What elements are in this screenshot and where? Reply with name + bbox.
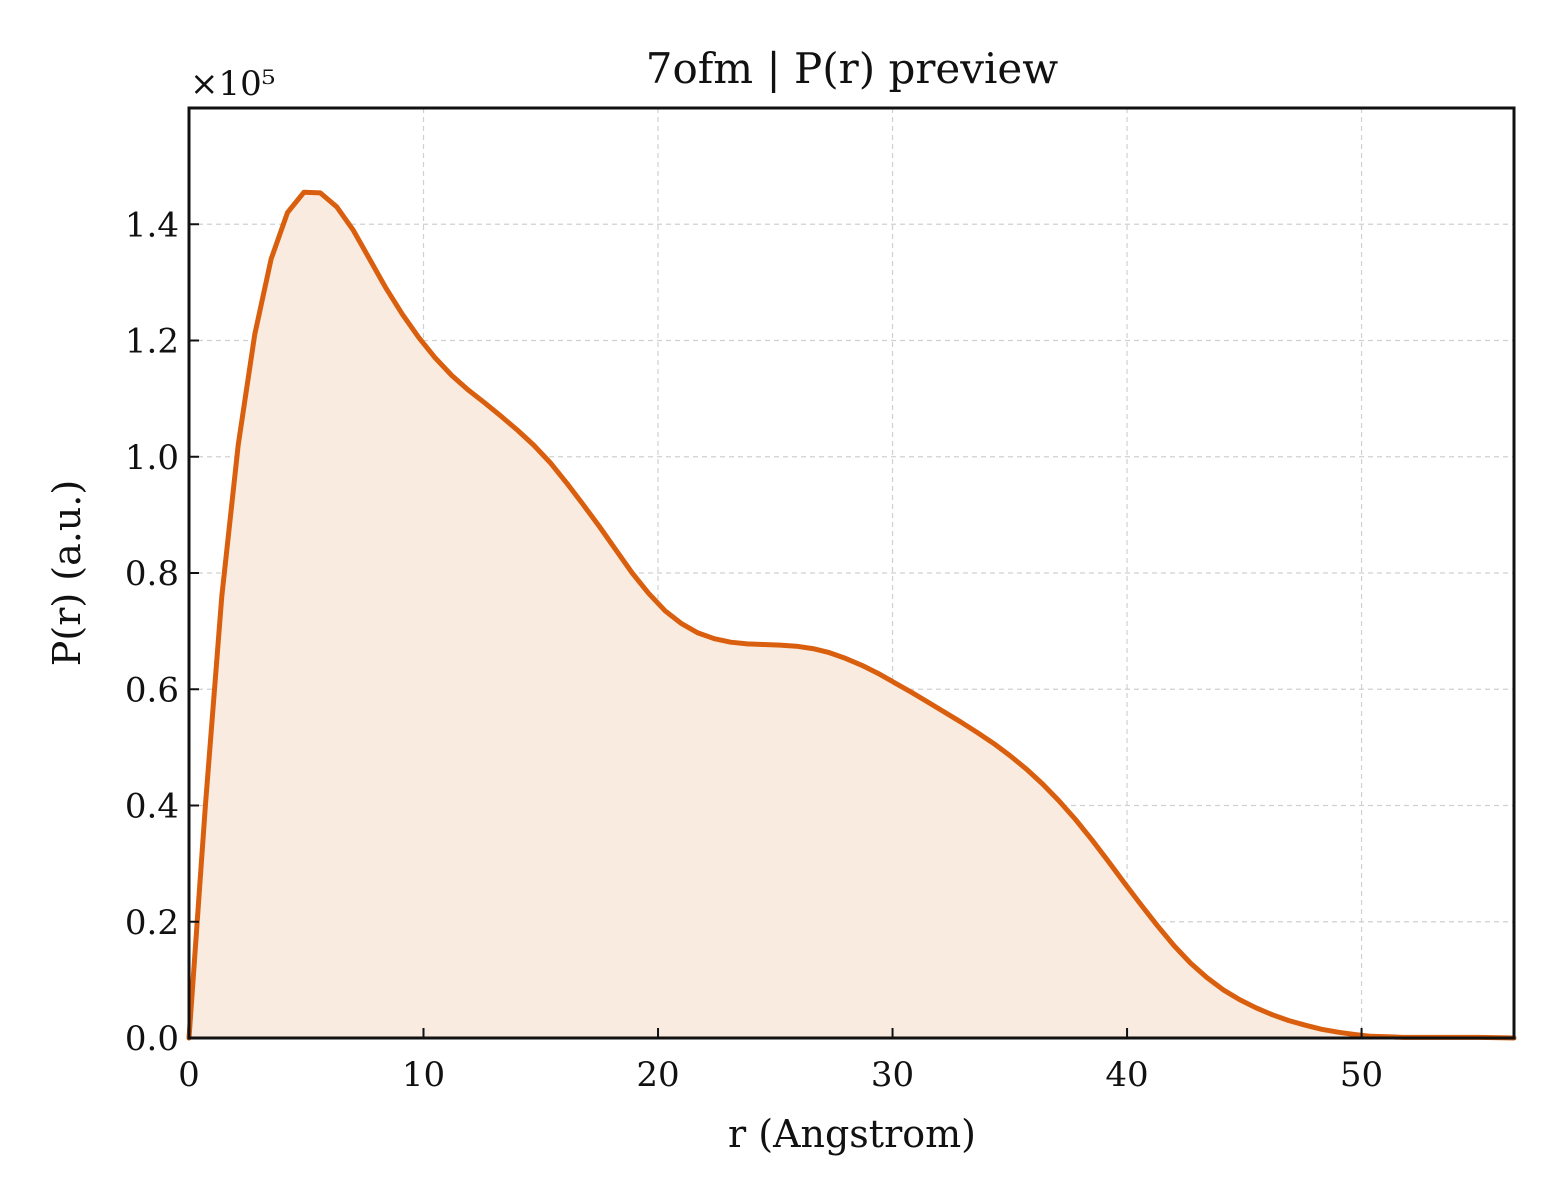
y-tick-label: 1.4: [125, 205, 179, 245]
x-axis-title: r (Angstrom): [728, 1112, 976, 1156]
y-tick-label: 0.2: [125, 903, 179, 943]
y-axis-title: P(r) (a.u.): [45, 480, 89, 666]
plot-frame: [187, 106, 1516, 1040]
x-tick-label: 40: [1105, 1055, 1148, 1095]
y-tick-label: 0.0: [125, 1019, 179, 1059]
y-scale-exponent-label: ×10⁵: [190, 64, 275, 104]
axis-ticks: 0 10 20 30 40 50 0.0 0.2 0.4 0.6 0.8 1.0 1.2 1.4: [125, 205, 1383, 1095]
y-tick-label: 1.0: [125, 438, 179, 478]
x-tick-label: 0: [178, 1055, 200, 1095]
y-tick-label: 0.8: [125, 554, 179, 594]
pr-area-fill: [189, 192, 1514, 1039]
pr-series-line: [186, 189, 1517, 1041]
x-tick-label: 30: [871, 1055, 914, 1095]
x-tick-label: 50: [1340, 1055, 1383, 1095]
y-tick-label: 0.4: [125, 787, 179, 827]
chart-title: 7ofm | P(r) preview: [646, 44, 1059, 93]
x-tick-label: 10: [402, 1055, 445, 1095]
y-tick-label: 0.6: [125, 670, 179, 710]
y-tick-label: 1.2: [125, 322, 179, 362]
x-tick-label: 20: [636, 1055, 679, 1095]
